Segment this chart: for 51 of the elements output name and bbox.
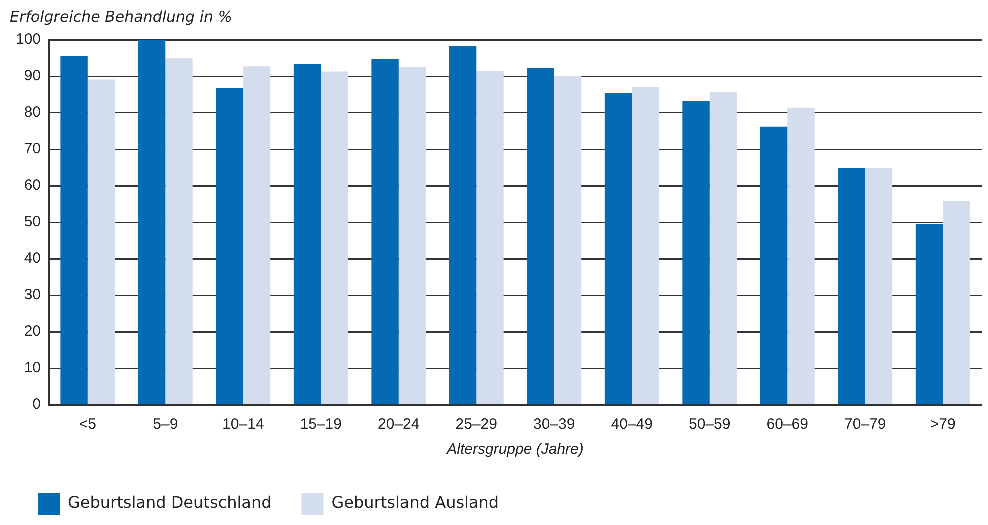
legend-label: Geburtsland Ausland [332, 493, 500, 512]
bar [838, 168, 866, 404]
bar [166, 58, 193, 404]
y-tick-label: 90 [24, 68, 42, 85]
y-tick-label: 80 [24, 104, 42, 122]
x-tick-label: 60–69 [766, 416, 808, 434]
bar [476, 71, 504, 404]
bar [321, 72, 348, 404]
y-tick-label: 60 [24, 177, 42, 194]
bar [294, 64, 322, 404]
bar [865, 168, 893, 404]
x-tick-label: <5 [79, 416, 96, 434]
bar [372, 59, 399, 404]
bar [88, 80, 116, 404]
y-tick-label: 30 [24, 286, 42, 304]
y-tick-label: 0 [32, 396, 42, 414]
bar [449, 46, 477, 404]
bar [243, 66, 271, 404]
x-tick-label: 20–24 [378, 416, 420, 434]
x-tick-label: 15–19 [300, 416, 342, 434]
x-tick-label: 30–39 [534, 416, 576, 434]
bar [788, 108, 815, 404]
legend-label: Geburtsland Deutschland [68, 493, 272, 512]
bar [916, 224, 944, 404]
x-axis-title: Altersgruppe (Jahre) [446, 441, 584, 458]
x-tick-label: 50–59 [689, 416, 731, 434]
y-axis-title: Erfolgreiche Behandlung in % [10, 8, 233, 26]
bar [527, 68, 554, 404]
bar [138, 40, 166, 404]
bar [604, 93, 632, 404]
x-tick-label: 25–29 [456, 416, 498, 434]
bar [554, 76, 582, 404]
bar [398, 67, 426, 404]
bar [632, 87, 660, 404]
bar [760, 126, 788, 404]
y-tick-label: 20 [24, 323, 42, 340]
bar [60, 56, 88, 404]
x-tick-label: 5–9 [153, 416, 178, 434]
bar [682, 101, 710, 404]
x-tick-label: 40–49 [611, 416, 653, 434]
x-tick-label: 10–14 [222, 416, 264, 434]
y-tick-label: 10 [24, 360, 42, 377]
bar [710, 92, 738, 404]
y-tick-label: 40 [24, 250, 42, 268]
x-tick-label: 70–79 [844, 416, 886, 434]
x-tick-label: >79 [930, 416, 956, 434]
bar [216, 88, 244, 404]
bar [943, 201, 970, 404]
y-tick-label: 70 [24, 140, 42, 158]
y-tick-label: 100 [16, 31, 42, 48]
y-tick-label: 50 [24, 214, 42, 231]
